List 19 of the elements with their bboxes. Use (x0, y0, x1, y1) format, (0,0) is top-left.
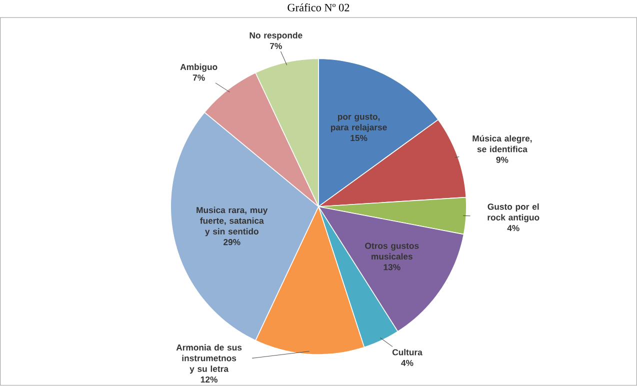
data-label: 9% (496, 156, 508, 164)
data-label: 7% (270, 43, 282, 50)
slice-label: por gusto, para relajarse (330, 114, 387, 132)
chart-title: Gráfico Nº 02 (288, 4, 350, 12)
slice-label: Armonia de sus instrumetnos y su letra (176, 344, 242, 374)
data-label: 13% (384, 264, 400, 270)
slice-label: Gusto por el rock antiguo (488, 204, 540, 222)
slice-label: Cultura (392, 349, 422, 356)
data-label: 15% (350, 135, 368, 142)
data-label: 4% (401, 360, 414, 366)
slice-label: No responde (250, 32, 302, 40)
data-label: 29% (224, 239, 240, 246)
slice-label: Otros gustos musicales (365, 242, 419, 260)
slice-label: Musica rara, muy fuerte, satanica y sin sentido (196, 206, 268, 236)
slice-label: Ambiguo (180, 64, 218, 72)
data-label: 12% (200, 376, 218, 383)
slice-label: Música alegre, se identifica (472, 135, 532, 152)
data-label: 7% (192, 74, 205, 81)
data-label: 4% (507, 225, 520, 232)
